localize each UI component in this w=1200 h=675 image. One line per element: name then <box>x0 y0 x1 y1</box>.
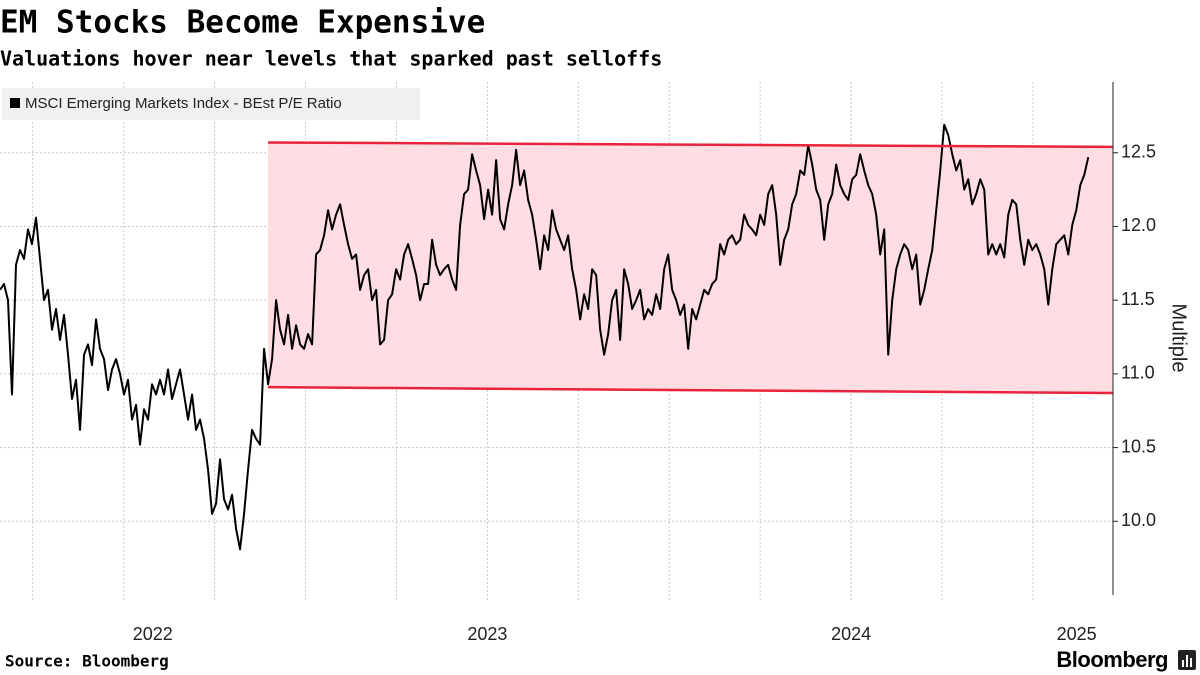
plot-area: 10.0 10.5 11.0 11.5 12.0 12.5 2022 2023 2024 2025 <box>0 82 1156 644</box>
y-tick-label: 11.0 <box>1121 363 1155 383</box>
chart-subtitle: Valuations hover near levels that sparke… <box>0 47 662 71</box>
x-tick-label: 2023 <box>467 624 507 644</box>
x-tick-label: 2025 <box>1057 624 1097 644</box>
brand-logo: Bloomberg <box>1056 647 1168 672</box>
chart-title: EM Stocks Become Expensive <box>0 5 485 41</box>
y-tick-label: 10.0 <box>1121 510 1156 530</box>
source-note: Source: Bloomberg <box>5 652 169 671</box>
y-tick-label: 11.5 <box>1121 289 1155 309</box>
range-band <box>268 142 1113 394</box>
legend-box <box>2 88 420 120</box>
y-tick-label: 12.0 <box>1121 215 1156 235</box>
y-axis-label: Multiple <box>1168 304 1190 373</box>
range-line <box>268 385 1114 395</box>
x-tick-label: 2022 <box>133 624 173 644</box>
x-tick-label: 2024 <box>831 624 871 644</box>
brand-icon <box>1178 650 1196 670</box>
y-tick-label: 10.5 <box>1121 436 1156 456</box>
range-line <box>268 141 1114 149</box>
data-line <box>0 123 1090 551</box>
legend-swatch <box>10 98 20 108</box>
y-tick-label: 12.5 <box>1121 142 1156 162</box>
legend-label: MSCI Emerging Markets Index - BEst P/E R… <box>25 95 342 112</box>
